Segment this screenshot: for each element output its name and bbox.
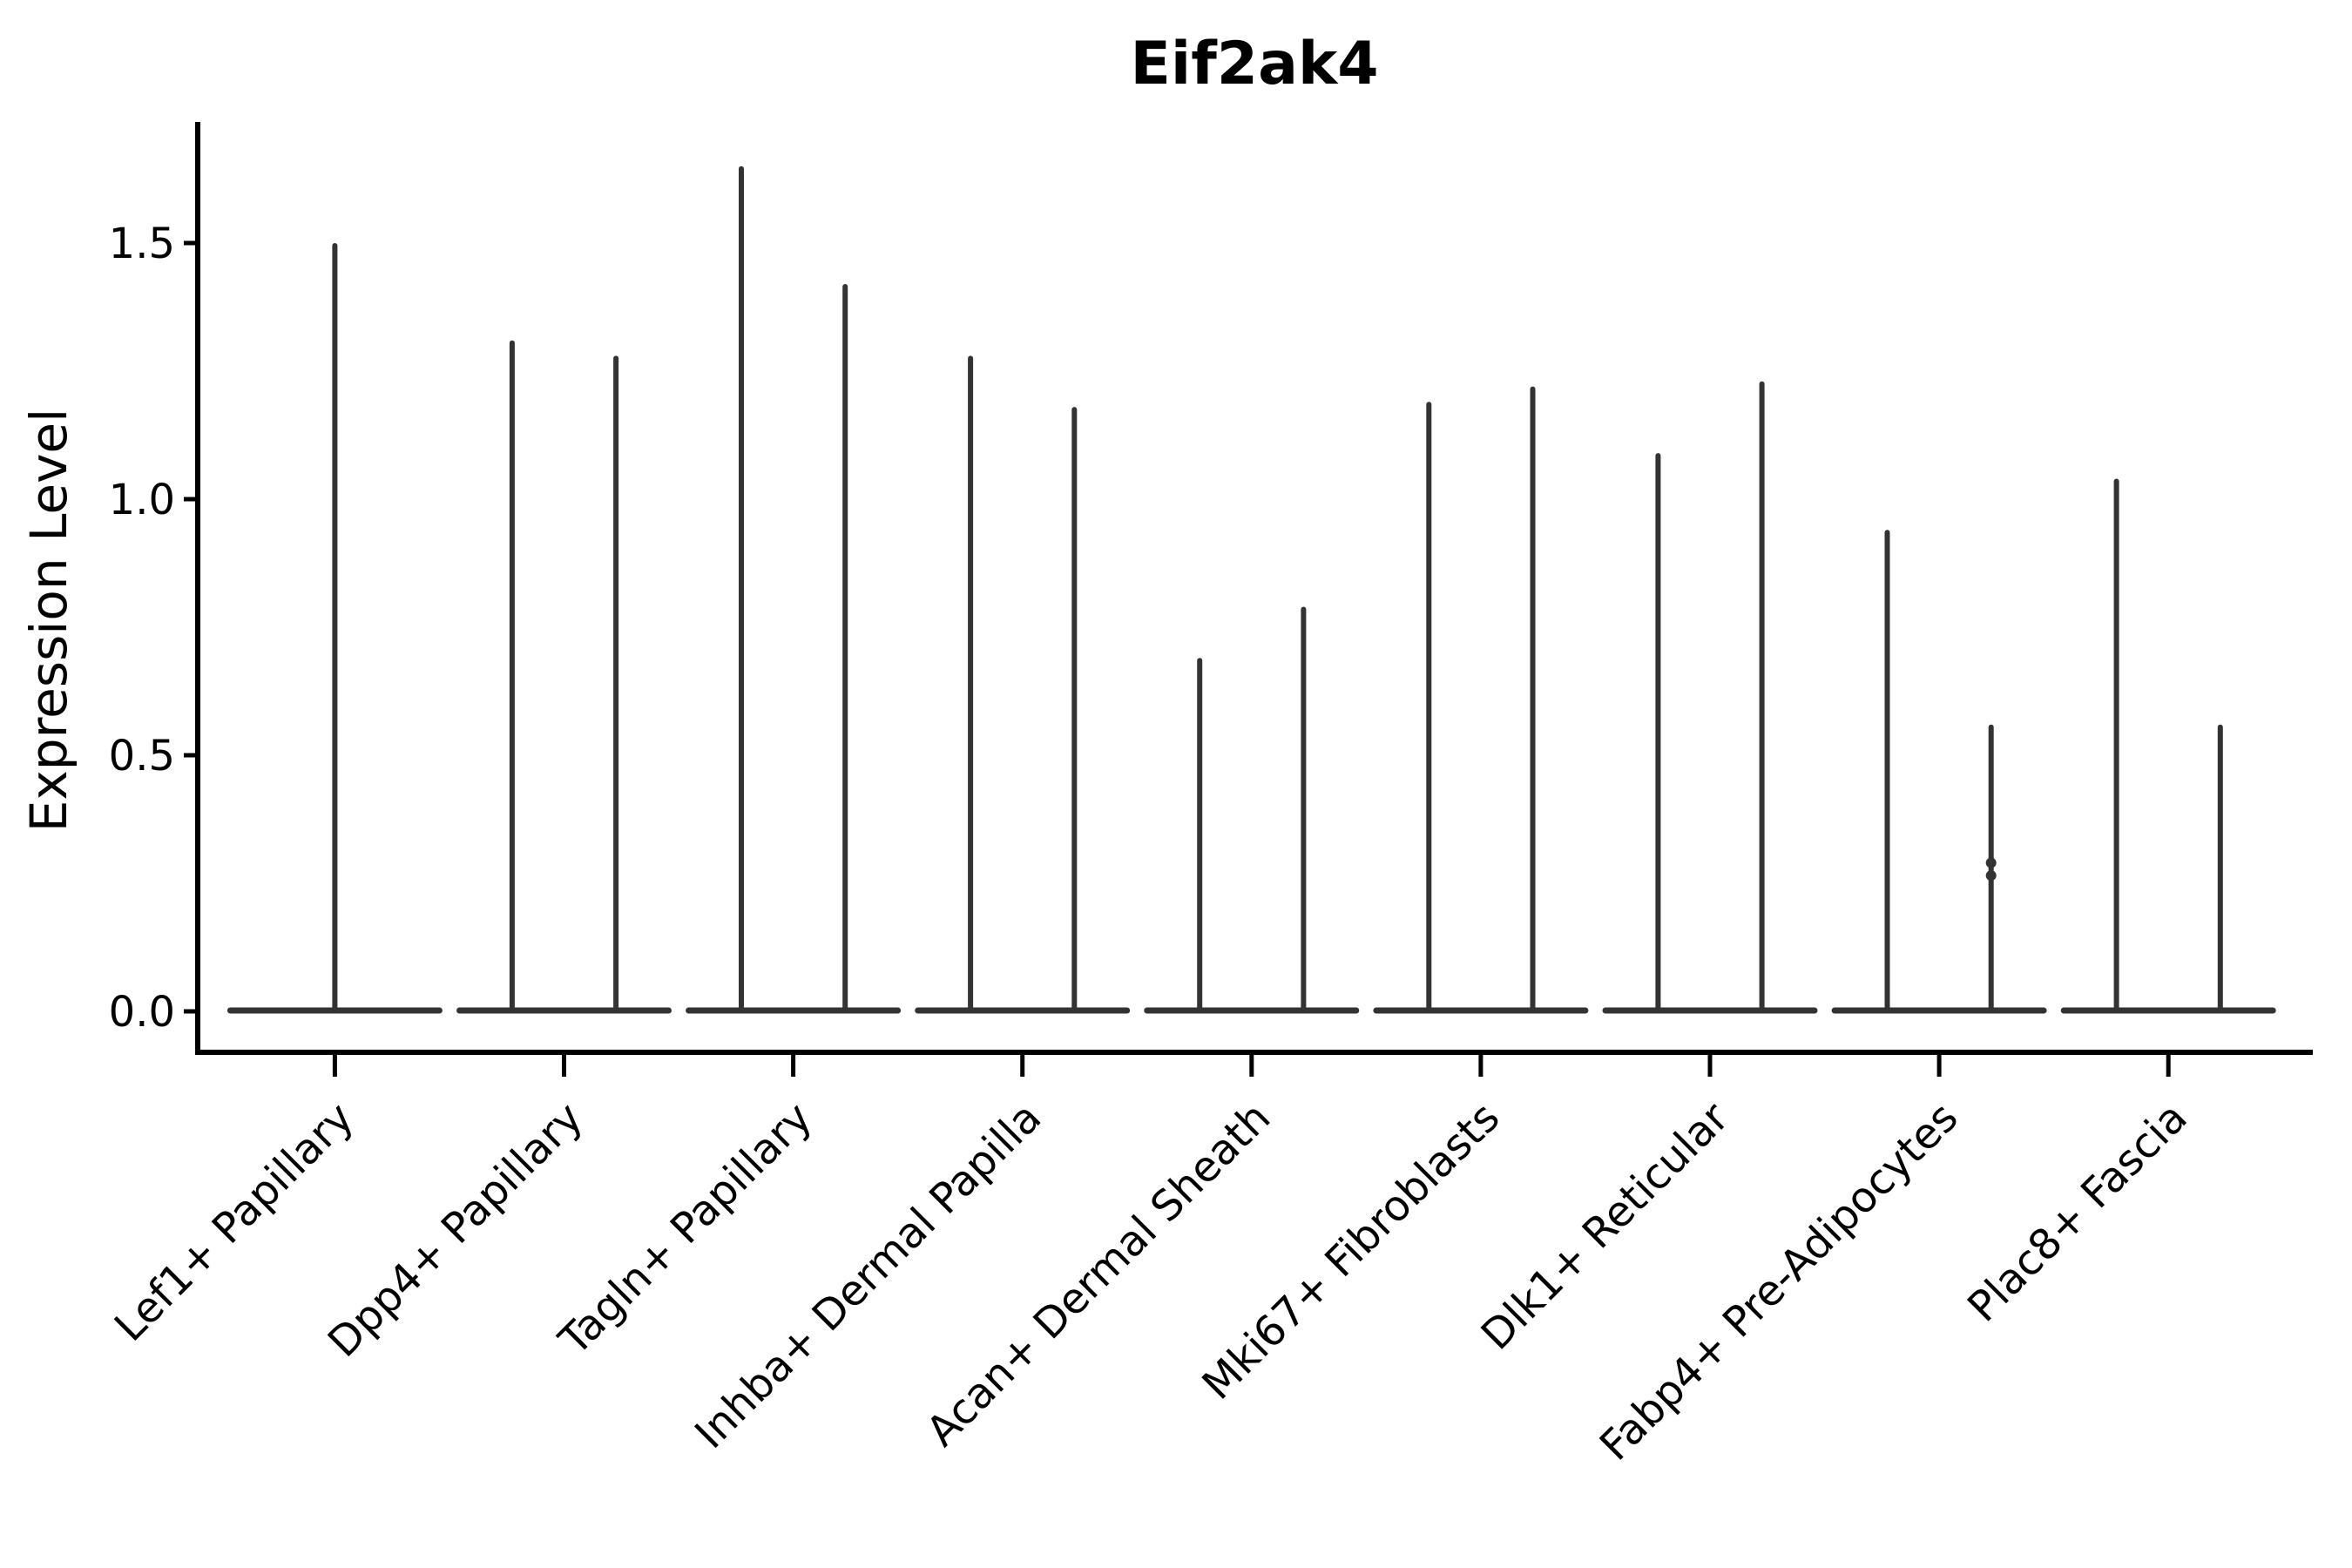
- x-tick-label: Dlk1+ Reticular: [1472, 1093, 1739, 1360]
- y-tick-label: 1.5: [109, 220, 175, 268]
- x-tick-label: Dpp4+ Papillary: [319, 1093, 592, 1367]
- y-tick-label: 0.5: [109, 732, 175, 781]
- x-tick-label: Lef1+ Papillary: [105, 1093, 363, 1351]
- x-tick-label: Tagln+ Papillary: [550, 1093, 821, 1365]
- violin-knot: [1985, 870, 1997, 882]
- x-tick-label: Plac8+ Fascia: [1958, 1093, 2197, 1332]
- y-tick-label: 0.0: [109, 988, 175, 1037]
- y-tick-label: 1.0: [109, 476, 175, 524]
- violin-knot: [1985, 857, 1997, 868]
- plot-title: Eif2ak4: [1130, 30, 1378, 98]
- y-axis-label: Expression Level: [19, 409, 78, 832]
